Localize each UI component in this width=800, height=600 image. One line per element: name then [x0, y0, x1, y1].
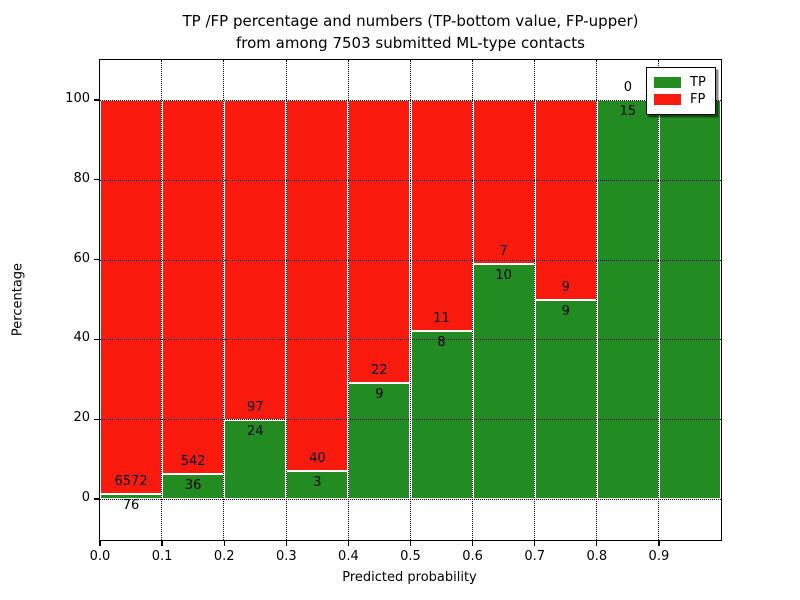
legend-item-tp: TP	[654, 74, 706, 91]
bar-segment-tp-3	[286, 471, 349, 499]
x-tick-mark	[347, 540, 350, 546]
x-tick-mark	[409, 540, 412, 546]
fp-count-label-3: 40	[309, 451, 326, 467]
y-gridline	[100, 100, 721, 101]
y-gridline	[100, 259, 721, 261]
fp-count-label-4: 22	[371, 363, 388, 379]
tp-count-label-5: 8	[437, 335, 446, 350]
x-tick-label: 0.3	[275, 549, 297, 564]
chart-title: TP /FP percentage and numbers (TP-bottom…	[90, 10, 731, 54]
bar-segment-fp-7	[534, 100, 597, 300]
x-tick-mark	[471, 540, 474, 546]
x-tick-mark	[596, 540, 598, 546]
bar-segment-tp-4	[348, 383, 411, 499]
x-gridline	[658, 60, 660, 540]
legend-label-fp: FP	[690, 92, 706, 107]
tp-count-label-3: 3	[313, 475, 322, 491]
bar-segment-fp-3	[286, 100, 349, 472]
y-axis-label: Percentage	[10, 262, 26, 337]
x-tick-mark	[99, 540, 101, 546]
x-gridline	[161, 60, 163, 540]
x-axis-label: Predicted probability	[342, 570, 477, 585]
x-gridline	[471, 60, 473, 540]
tp-count-label-6: 10	[495, 268, 512, 284]
y-tick-label: 40	[73, 330, 90, 346]
fp-count-label-7: 9	[561, 279, 570, 295]
x-gridline	[285, 60, 287, 540]
plot-area: 65727654236972440322911871099015013	[99, 59, 722, 541]
x-gridline	[223, 60, 225, 540]
fp-count-label-2: 97	[246, 399, 264, 415]
x-tick-label: 0.5	[400, 549, 421, 564]
tp-count-label-0: 76	[122, 498, 140, 514]
y-tick-label: 60	[73, 250, 90, 266]
x-tick-label: 0.9	[648, 549, 670, 564]
y-tick-label: 80	[73, 170, 90, 186]
bar-segment-fp-5	[410, 100, 473, 331]
bar-segment-tp-7	[534, 299, 597, 499]
y-tick-label: 0	[81, 490, 90, 505]
y-tick-label: 100	[65, 91, 90, 106]
bar-segment-tp-1	[162, 474, 225, 499]
x-gridline	[596, 60, 598, 540]
x-tick-mark	[161, 540, 163, 546]
y-tick-mark	[94, 418, 99, 420]
bar-segment-fp-4	[348, 100, 411, 384]
fp-count-label-8: 0	[623, 80, 632, 95]
y-gridline	[100, 339, 721, 341]
x-tick-label: 0.0	[89, 549, 111, 564]
bar-segment-tp-9	[658, 100, 721, 499]
y-gridline	[100, 499, 721, 500]
y-tick-label: 20	[73, 410, 90, 426]
x-tick-label: 0.4	[338, 549, 359, 564]
chart-title-line1: TP /FP percentage and numbers (TP-bottom…	[182, 12, 639, 30]
x-tick-label: 0.2	[213, 549, 235, 564]
bar-labels-layer: 65727654236972440322911871099015013	[100, 60, 721, 540]
legend-item-fp: FP	[654, 91, 706, 108]
y-tick-mark	[94, 338, 99, 341]
x-gridline	[409, 60, 411, 540]
grid-layer	[100, 60, 721, 540]
legend: TP FP	[646, 67, 716, 115]
fp-count-label-1: 542	[180, 454, 206, 470]
tp-count-label-2: 24	[246, 423, 264, 439]
x-tick-mark	[534, 540, 536, 546]
fp-count-label-5: 11	[433, 311, 450, 326]
tp-count-label-1: 36	[184, 478, 202, 494]
y-tick-mark	[94, 179, 99, 181]
x-tick-label: 0.6	[462, 549, 483, 564]
x-tick-mark	[285, 540, 287, 546]
y-tick-mark	[94, 498, 99, 500]
fp-count-label-6: 7	[499, 244, 508, 260]
fp-color-swatch	[654, 94, 681, 105]
x-gridline	[533, 60, 535, 540]
y-gridline	[100, 419, 721, 421]
y-gridline	[100, 179, 721, 181]
x-tick-mark	[658, 540, 660, 546]
bar-segment-fp-6	[472, 100, 535, 265]
tp-count-label-8: 15	[619, 104, 637, 119]
tp-count-label-7: 9	[561, 303, 570, 319]
chart-title-line2: from among 7503 submitted ML-type contac…	[236, 34, 585, 52]
fp-count-label-0: 6572	[114, 474, 148, 490]
legend-label-tp: TP	[690, 75, 706, 90]
x-tick-label: 0.8	[586, 549, 608, 564]
x-tick-mark	[223, 540, 225, 546]
x-tick-label: 0.1	[151, 549, 173, 564]
y-tick-mark	[94, 258, 99, 261]
tp-count-label-4: 9	[375, 387, 384, 403]
bars-layer	[100, 60, 721, 540]
tp-color-swatch	[654, 77, 681, 88]
bar-segment-tp-6	[472, 264, 535, 499]
x-tick-label: 0.7	[524, 549, 546, 564]
bar-segment-tp-5	[410, 331, 473, 499]
y-tick-mark	[94, 99, 99, 101]
x-gridline	[347, 60, 349, 540]
